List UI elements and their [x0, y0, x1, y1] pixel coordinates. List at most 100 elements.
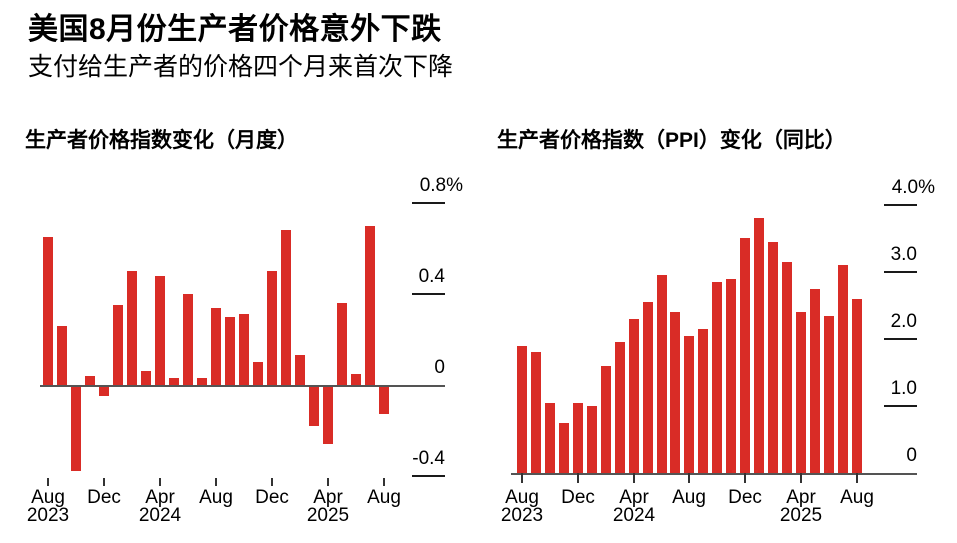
y-tick-label: 0	[906, 445, 917, 466]
x-tick-mark	[856, 473, 858, 483]
x-tick-label: Apr	[313, 487, 343, 508]
chart-monthly-title: 生产者价格指数变化（月度）	[25, 129, 298, 152]
y-tick-label: 1.0	[890, 378, 917, 399]
bar	[351, 374, 361, 385]
x-tick-label: Apr	[145, 487, 175, 508]
bar	[211, 308, 221, 385]
bar	[517, 346, 527, 473]
bar	[239, 314, 249, 385]
x-tick-mark	[47, 478, 49, 486]
bar	[740, 238, 750, 473]
bar	[295, 355, 305, 385]
bar	[379, 387, 389, 414]
bar	[43, 237, 53, 385]
bar	[754, 218, 764, 473]
bar	[267, 271, 277, 385]
x-tick-label: Dec	[255, 487, 289, 508]
bar	[141, 371, 151, 385]
bar	[57, 326, 67, 385]
bar	[601, 366, 611, 473]
x-tick-mark	[327, 478, 329, 486]
x-tick-mark	[103, 478, 105, 486]
bar	[127, 271, 137, 385]
x-tick-year-label: 2025	[306, 505, 350, 526]
y-tick-label: 3.0	[890, 244, 917, 265]
bar	[712, 282, 722, 473]
chart-yoy-title: 生产者价格指数（PPI）变化（同比）	[497, 129, 846, 152]
x-tick-mark	[800, 473, 802, 483]
bar	[155, 276, 165, 385]
x-tick-label: Aug	[31, 487, 65, 508]
bar	[99, 387, 109, 396]
x-tick-year-label: 2023	[500, 505, 544, 526]
x-tick-year-label: 2024	[138, 505, 182, 526]
y-tick-line	[412, 475, 445, 477]
bar	[573, 403, 583, 473]
y-tick-line	[412, 202, 445, 204]
y-tick-label: -0.4	[412, 448, 445, 469]
bar	[559, 423, 569, 473]
y-tick-line	[884, 338, 917, 340]
y-tick-label: 0	[434, 357, 445, 378]
y-tick-label: 2.0	[890, 311, 917, 332]
bar	[281, 230, 291, 385]
y-tick-label: 4.0%	[891, 177, 935, 198]
bar	[684, 336, 694, 473]
bar	[852, 299, 862, 473]
y-tick-line	[884, 204, 917, 206]
bar	[253, 362, 263, 385]
bar	[169, 378, 179, 385]
bar	[824, 316, 834, 473]
x-tick-label: Dec	[728, 487, 762, 508]
y-tick-line	[884, 271, 917, 273]
x-tick-year-label: 2023	[26, 505, 70, 526]
bar	[698, 329, 708, 473]
bar	[629, 319, 639, 473]
x-tick-label: Aug	[505, 487, 539, 508]
page-subtitle: 支付给生产者的价格四个月来首次下降	[28, 53, 454, 81]
y-tick-line	[412, 293, 445, 295]
x-tick-year-label: 2024	[612, 505, 656, 526]
x-tick-mark	[521, 473, 523, 483]
x-tick-label: Apr	[619, 487, 649, 508]
x-tick-mark	[633, 473, 635, 483]
x-tick-label: Aug	[199, 487, 233, 508]
bar	[365, 226, 375, 385]
x-tick-mark	[215, 478, 217, 486]
bar	[337, 303, 347, 385]
x-tick-mark	[159, 478, 161, 486]
bar	[838, 265, 848, 473]
x-axis-line	[511, 473, 917, 475]
bar	[71, 387, 81, 471]
x-tick-mark	[744, 473, 746, 483]
x-tick-label: Apr	[786, 487, 816, 508]
bar	[782, 262, 792, 473]
bar	[225, 317, 235, 385]
y-tick-label: 0.4	[418, 266, 445, 287]
bar	[197, 378, 207, 385]
bar	[587, 406, 597, 473]
bar	[810, 289, 820, 473]
bar	[545, 403, 555, 473]
bar	[309, 387, 319, 426]
bar	[796, 312, 806, 473]
bar	[113, 305, 123, 385]
bar	[85, 376, 95, 385]
x-tick-label: Aug	[840, 487, 874, 508]
bar	[183, 294, 193, 385]
x-tick-mark	[577, 473, 579, 483]
x-tick-mark	[688, 473, 690, 483]
bar	[657, 275, 667, 473]
bar	[726, 279, 736, 473]
x-tick-mark	[271, 478, 273, 486]
bar	[670, 312, 680, 473]
y-tick-line	[884, 405, 917, 407]
x-tick-label: Dec	[87, 487, 121, 508]
x-tick-label: Aug	[367, 487, 401, 508]
bar	[323, 387, 333, 444]
bar	[615, 342, 625, 473]
x-tick-mark	[383, 478, 385, 486]
x-axis-line	[40, 385, 445, 387]
bar	[643, 302, 653, 473]
